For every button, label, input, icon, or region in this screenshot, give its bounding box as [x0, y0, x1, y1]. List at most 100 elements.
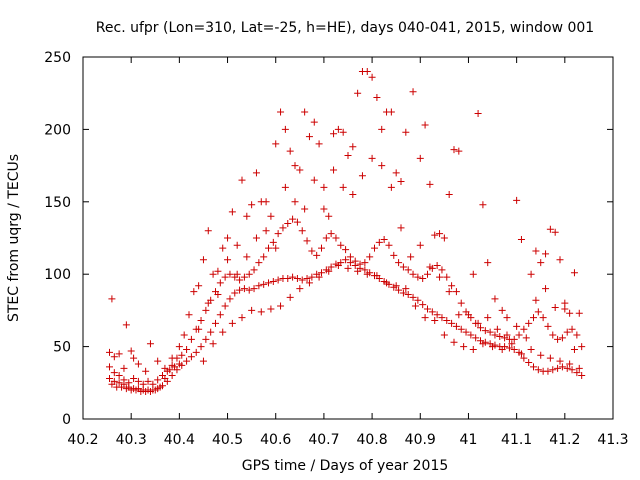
- data-point: [231, 289, 239, 297]
- data-point: [195, 325, 203, 333]
- data-point: [291, 198, 299, 206]
- data-point: [175, 360, 183, 368]
- data-point: [395, 259, 403, 267]
- data-point: [277, 108, 285, 116]
- data-point: [221, 302, 229, 310]
- data-point: [443, 273, 451, 281]
- data-point: [284, 220, 292, 228]
- data-point: [397, 224, 405, 232]
- data-point: [236, 286, 244, 294]
- data-point: [298, 276, 306, 284]
- data-point: [134, 360, 142, 368]
- data-point: [407, 253, 415, 261]
- data-point: [537, 351, 545, 359]
- data-point: [327, 230, 335, 238]
- data-point: [332, 234, 340, 242]
- data-point: [214, 267, 222, 275]
- data-point: [209, 270, 217, 278]
- data-point: [361, 266, 369, 274]
- data-point: [236, 276, 244, 284]
- data-point: [537, 259, 545, 267]
- data-point: [455, 147, 463, 155]
- data-point: [305, 133, 313, 141]
- data-point: [496, 332, 504, 340]
- data-point: [445, 191, 453, 199]
- data-point: [561, 305, 569, 313]
- data-point: [426, 263, 434, 271]
- data-point: [279, 224, 287, 232]
- data-point: [308, 273, 316, 281]
- data-point: [106, 348, 113, 356]
- data-point: [371, 244, 378, 252]
- data-point: [563, 364, 571, 372]
- y-tick-label: 150: [44, 195, 71, 211]
- data-point: [130, 374, 138, 382]
- data-point: [349, 143, 357, 151]
- data-point: [503, 331, 511, 339]
- data-point: [570, 345, 578, 353]
- data-point: [337, 241, 345, 249]
- data-point: [226, 270, 234, 278]
- data-point: [578, 372, 586, 380]
- data-point: [132, 386, 140, 394]
- x-tick-label: 40.2: [67, 432, 98, 448]
- data-point: [361, 259, 369, 267]
- data-point: [404, 266, 412, 274]
- data-point: [327, 263, 335, 271]
- data-point: [301, 108, 309, 116]
- data-point: [520, 354, 528, 362]
- data-point: [260, 253, 268, 261]
- data-point: [532, 296, 540, 304]
- data-point: [303, 237, 311, 245]
- data-point: [402, 285, 410, 293]
- data-point: [570, 269, 578, 277]
- data-point: [455, 311, 463, 319]
- data-point: [515, 331, 523, 339]
- data-point: [115, 372, 123, 380]
- data-point: [209, 340, 217, 348]
- data-point: [240, 285, 248, 293]
- data-point: [530, 314, 537, 322]
- data-point: [127, 347, 135, 355]
- data-point: [144, 377, 152, 385]
- data-point: [219, 328, 227, 336]
- data-point: [503, 314, 511, 322]
- data-point: [216, 311, 224, 319]
- data-point: [313, 251, 321, 259]
- x-tick-label: 41: [460, 432, 478, 448]
- data-point: [293, 275, 301, 283]
- data-point: [257, 308, 265, 316]
- data-point: [146, 340, 154, 348]
- data-point: [479, 340, 487, 348]
- data-point: [277, 302, 285, 310]
- data-point: [517, 235, 525, 243]
- data-point: [421, 314, 429, 322]
- data-point: [267, 212, 275, 220]
- data-point: [315, 140, 323, 148]
- data-point: [320, 205, 328, 213]
- data-point: [544, 322, 552, 330]
- data-point: [262, 227, 270, 235]
- data-point: [452, 288, 460, 296]
- data-point: [180, 331, 188, 339]
- data-point: [419, 301, 427, 309]
- data-point: [438, 314, 446, 322]
- data-point: [248, 306, 256, 314]
- data-point: [187, 353, 195, 361]
- data-point: [563, 328, 571, 336]
- data-point: [134, 377, 142, 385]
- data-point: [404, 290, 412, 298]
- data-point: [322, 234, 330, 242]
- data-point: [544, 367, 552, 375]
- data-point: [387, 183, 395, 191]
- data-point: [122, 385, 130, 393]
- data-point: [517, 350, 525, 358]
- data-point: [438, 266, 446, 274]
- data-point: [433, 311, 441, 319]
- data-point: [527, 345, 535, 353]
- data-point: [330, 166, 338, 174]
- data-point: [330, 130, 338, 138]
- data-point: [274, 230, 282, 238]
- data-point: [204, 299, 212, 307]
- data-point: [238, 176, 246, 184]
